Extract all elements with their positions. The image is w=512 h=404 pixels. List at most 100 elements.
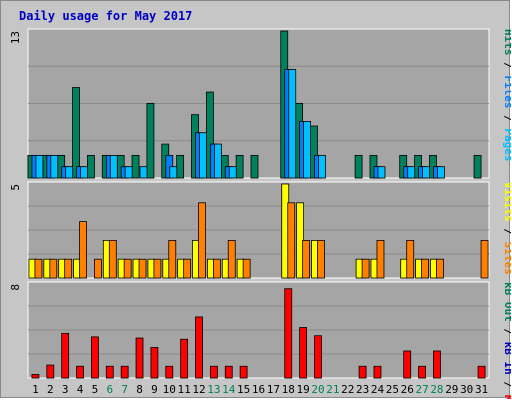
axis-label-part: Files (502, 75, 511, 108)
bar-kbytes-10 (165, 365, 174, 379)
bar-hits-16 (250, 154, 259, 179)
bar-kbytes-15 (239, 365, 248, 379)
bar-hits-31 (473, 154, 482, 179)
bar-kbytes-4 (76, 365, 84, 379)
bar-pages-13 (213, 143, 222, 179)
bar-sites-19 (302, 239, 311, 279)
bar-sites-1 (34, 258, 43, 279)
bar-kbytes-20 (314, 335, 322, 379)
bar-sites-11 (183, 258, 192, 279)
bar-hits-8 (131, 154, 140, 179)
bar-sites-5 (94, 258, 102, 279)
bar-pages-2 (50, 154, 59, 179)
x-tick-label-6: 6 (106, 383, 113, 396)
bar-hits-9 (146, 102, 155, 179)
bar-kbytes-23 (358, 365, 367, 379)
axis-label-part: / (502, 322, 511, 342)
x-tick-label-12: 12 (192, 383, 205, 396)
axis-label-right: kB Out / kB In / KB F (502, 282, 511, 399)
x-tick-label-17: 17 (267, 383, 280, 396)
x-tick-label-29: 29 (445, 383, 458, 396)
bar-sites-4 (79, 221, 87, 279)
x-tick-label-1: 1 (32, 383, 39, 396)
x-tick-label-22: 22 (341, 383, 354, 396)
bar-sites-28 (436, 258, 444, 279)
bar-sites-6 (108, 239, 117, 279)
bar-pages-6 (109, 154, 118, 179)
x-tick-label-5: 5 (92, 383, 99, 396)
x-tick-label-20: 20 (311, 383, 324, 396)
axis-label-right: Hits / Files / Pages (502, 29, 511, 162)
bar-hits-11 (176, 154, 185, 179)
axis-label-part: KB F (502, 395, 511, 399)
bar-sites-18 (287, 202, 296, 279)
bar-hits-5 (87, 154, 95, 179)
x-tick-label-31: 31 (475, 383, 488, 396)
axis-label-part: Visits (502, 182, 511, 222)
axis-label-part: / (502, 375, 511, 395)
axis-max-label: 13 (9, 31, 22, 44)
bar-kbytes-2 (46, 364, 55, 379)
x-tick-label-14: 14 (222, 383, 236, 396)
axis-label-part: Pages (502, 128, 511, 161)
bar-sites-9 (153, 258, 162, 279)
bar-kbytes-13 (209, 365, 218, 379)
bar-pages-14 (228, 166, 237, 179)
bar-hits-23 (354, 154, 363, 179)
bar-kbytes-11 (180, 338, 189, 379)
bar-sites-23 (361, 258, 370, 279)
bar-kbytes-18 (284, 288, 293, 379)
bar-kbytes-31 (477, 365, 486, 379)
chart-title: Daily usage for May 2017 (19, 9, 192, 23)
axis-max-label: 5 (9, 184, 22, 191)
x-tick-label-10: 10 (163, 383, 176, 396)
bar-kbytes-7 (120, 365, 129, 379)
x-tick-label-28: 28 (430, 383, 443, 396)
bar-sites-13 (212, 258, 221, 279)
bar-sites-27 (421, 258, 429, 279)
axis-max-label: 8 (9, 284, 22, 291)
bar-kbytes-8 (135, 337, 144, 379)
bar-sites-31 (480, 239, 489, 279)
axis-label-right: Visits / Sites (502, 182, 511, 275)
x-tick-label-9: 9 (151, 383, 158, 396)
bar-sites-8 (138, 258, 147, 279)
bar-sites-12 (198, 202, 206, 279)
x-tick-label-24: 24 (371, 383, 385, 396)
bar-kbytes-9 (150, 347, 159, 379)
bar-pages-1 (35, 154, 44, 179)
bar-sites-7 (123, 258, 132, 279)
bar-sites-20 (317, 239, 325, 279)
bar-kbytes-5 (91, 336, 99, 379)
x-tick-label-25: 25 (386, 383, 399, 396)
x-tick-label-18: 18 (282, 383, 295, 396)
axis-label-part: / (502, 109, 511, 129)
x-tick-label-4: 4 (77, 383, 84, 396)
bar-pages-19 (303, 121, 312, 179)
bar-hits-4 (72, 87, 80, 179)
bar-sites-26 (406, 239, 415, 279)
bar-pages-28 (437, 166, 445, 179)
bar-kbytes-3 (61, 332, 70, 379)
x-tick-label-30: 30 (460, 383, 473, 396)
bar-sites-2 (49, 258, 58, 279)
bar-pages-3 (65, 166, 74, 179)
bar-kbytes-26 (403, 350, 412, 379)
axis-label-part: / (502, 222, 511, 242)
bar-sites-10 (168, 239, 177, 279)
bar-sites-14 (227, 239, 236, 279)
bar-pages-12 (199, 132, 207, 179)
x-tick-label-26: 26 (401, 383, 414, 396)
x-tick-label-11: 11 (178, 383, 191, 396)
x-tick-label-7: 7 (121, 383, 128, 396)
x-tick-label-15: 15 (237, 383, 250, 396)
bar-pages-27 (422, 166, 430, 179)
bar-kbytes-27 (418, 365, 426, 379)
bar-kbytes-28 (433, 350, 441, 379)
bar-kbytes-1 (31, 374, 40, 379)
x-tick-label-8: 8 (136, 383, 143, 396)
bar-pages-20 (318, 154, 326, 179)
bar-sites-15 (242, 258, 251, 279)
axis-label-part: kB Out (502, 282, 511, 322)
